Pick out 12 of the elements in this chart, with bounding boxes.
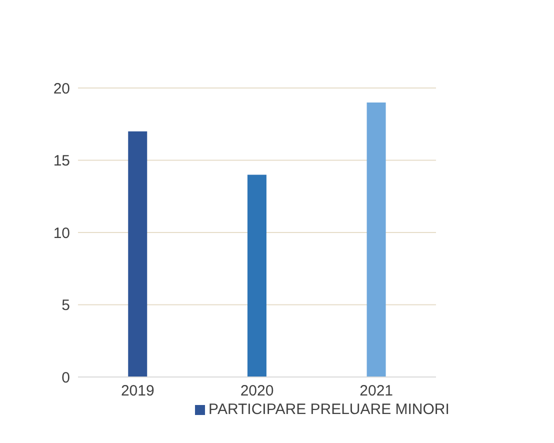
bar [247,174,266,377]
x-tick-label: 2021 [360,382,394,400]
y-tick-label: 0 [62,369,70,386]
y-tick-label: 5 [62,297,70,314]
legend-label: PARTICIPARE PRELUARE MINORI [208,401,450,418]
y-tick-label: 20 [53,80,70,98]
bar [128,131,148,377]
x-tick-label: 2019 [120,382,154,400]
x-tick-label: 2020 [240,382,274,400]
y-tick-label: 10 [53,224,70,242]
bar [366,102,386,377]
y-tick-label: 15 [53,152,70,170]
